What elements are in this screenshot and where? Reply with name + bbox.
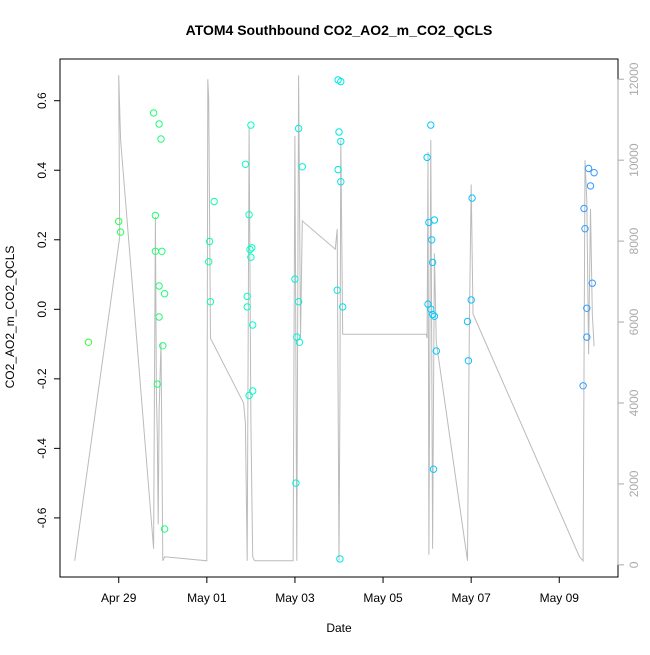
- data-point: [583, 333, 591, 341]
- right-tick-label: 12000: [627, 62, 641, 96]
- data-point: [248, 244, 256, 252]
- right-y-axis: 0 2000 4000 6000 8000 10000 12000: [617, 62, 641, 568]
- data-point: [160, 525, 169, 533]
- x-tick-label: May 01: [187, 591, 227, 605]
- x-tick-label: May 03: [275, 591, 315, 605]
- x-axis-label: Date: [326, 621, 352, 635]
- data-point: [159, 342, 167, 350]
- data-point: [205, 237, 214, 246]
- x-axis: Apr 29 May 01 May 03 May 05 May 07 May 09: [101, 576, 580, 605]
- data-point: [581, 225, 589, 233]
- data-point: [155, 120, 163, 128]
- data-point: [249, 387, 257, 395]
- data-point: [155, 313, 163, 321]
- data-point: [335, 128, 343, 136]
- y-tick-label: -0.6: [35, 507, 49, 528]
- data-point: [249, 321, 257, 329]
- data-point: [246, 245, 254, 254]
- data-point: [247, 121, 255, 129]
- data-point: [294, 298, 303, 306]
- data-point: [149, 109, 158, 117]
- data-point: [464, 357, 473, 365]
- data-point: [430, 312, 439, 320]
- data-point: [151, 211, 160, 220]
- data-point: [430, 216, 439, 224]
- data-point: [337, 178, 345, 186]
- data-point: [428, 236, 436, 244]
- right-tick-label: 0: [627, 561, 641, 568]
- x-tick-label: May 09: [540, 591, 580, 605]
- data-point: [206, 298, 215, 306]
- data-point: [429, 465, 438, 473]
- y-tick-label: 0.6: [35, 92, 49, 109]
- series-line: [74, 75, 595, 563]
- data-point: [428, 310, 437, 319]
- data-point: [337, 137, 345, 146]
- x-tick-label: May 07: [451, 591, 491, 605]
- data-point: [115, 217, 123, 226]
- data-point: [468, 194, 476, 202]
- data-point: [298, 163, 306, 171]
- data-point: [205, 258, 213, 266]
- data-point: [428, 258, 437, 267]
- data-point: [333, 286, 341, 294]
- data-point: [153, 380, 162, 388]
- x-tick-label: Apr 29: [101, 591, 137, 605]
- data-point: [583, 304, 591, 312]
- data-point: [160, 290, 169, 298]
- chart-title: ATOM4 Southbound CO2_AO2_m_CO2_QCLS: [186, 22, 493, 38]
- data-point: [247, 253, 255, 261]
- data-point: [467, 296, 475, 304]
- data-point: [116, 228, 125, 236]
- data-point: [590, 169, 598, 177]
- data-point: [241, 160, 250, 169]
- data-point: [586, 182, 595, 190]
- data-point: [245, 211, 253, 219]
- data-point: [339, 303, 347, 311]
- data-point: [588, 279, 596, 287]
- data-point: [155, 282, 163, 290]
- x-tick-label: May 05: [363, 591, 403, 605]
- data-point: [292, 479, 300, 487]
- data-point: [427, 121, 435, 129]
- data-point: [336, 555, 344, 563]
- y-axis-label: CO2_AO2_m_CO2_QCLS: [3, 246, 17, 389]
- right-tick-label: 2000: [627, 470, 641, 497]
- data-point: [291, 275, 299, 283]
- data-point: [157, 135, 165, 143]
- y-tick-label: -0.4: [35, 438, 49, 459]
- right-tick-label: 4000: [627, 389, 641, 416]
- y-tick-label: 0.2: [35, 231, 49, 248]
- scatter-points: [84, 76, 598, 563]
- data-point: [423, 153, 431, 162]
- data-point: [463, 317, 472, 326]
- y-tick-label: -0.2: [35, 368, 49, 389]
- data-point: [210, 197, 218, 206]
- data-point: [158, 247, 166, 256]
- data-point: [243, 292, 251, 301]
- data-point: [295, 338, 304, 346]
- right-tick-label: 8000: [627, 227, 641, 254]
- right-axis-series: [74, 75, 595, 563]
- data-point: [584, 164, 593, 173]
- data-point: [580, 204, 588, 213]
- data-point: [334, 165, 342, 174]
- data-point: [579, 382, 587, 390]
- data-point: [337, 77, 345, 86]
- data-point: [427, 305, 435, 313]
- data-point: [243, 303, 251, 311]
- y-axis: -0.6 -0.4 -0.2 0.0 0.2 0.4 0.6: [35, 92, 61, 528]
- data-point: [245, 391, 253, 400]
- right-tick-label: 10000: [627, 143, 641, 177]
- y-tick-label: 0.0: [35, 301, 49, 318]
- data-point: [294, 124, 303, 133]
- data-point: [84, 338, 93, 346]
- right-tick-label: 6000: [627, 308, 641, 335]
- data-point: [432, 347, 440, 355]
- y-tick-label: 0.4: [35, 162, 49, 179]
